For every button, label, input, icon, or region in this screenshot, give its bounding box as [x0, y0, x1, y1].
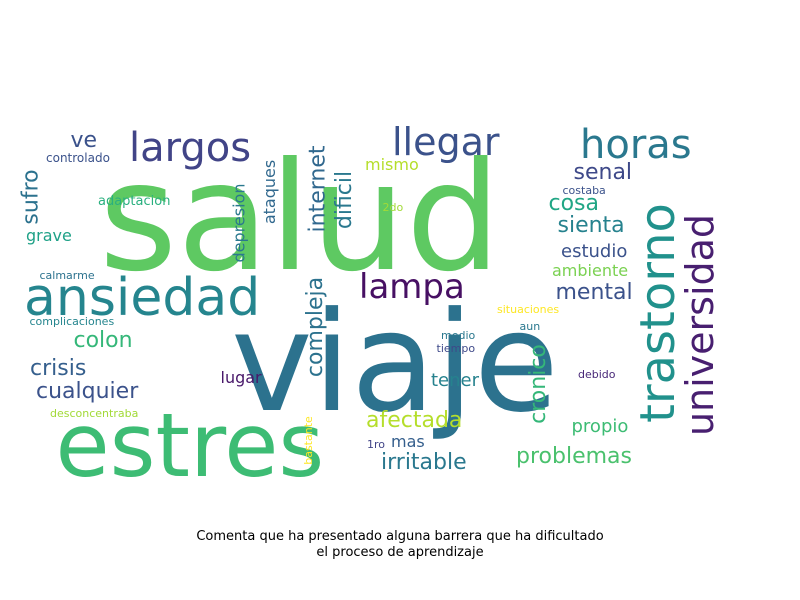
word-situaciones: situaciones: [497, 302, 560, 316]
word-estres: estres: [55, 394, 325, 497]
word-sienta: sienta: [557, 213, 625, 238]
word-adaptacion: adaptacion: [98, 193, 171, 209]
word-calmarme: calmarme: [39, 268, 95, 282]
word-propio: propio: [571, 416, 629, 437]
word-sufro: sufro: [18, 169, 44, 225]
word-depresion: depresion: [228, 183, 248, 263]
word-ataques: ataques: [260, 159, 280, 225]
word-crisis: crisis: [30, 356, 87, 381]
word-grave: grave: [26, 226, 72, 245]
word-largos: largos: [129, 125, 252, 171]
word-salud: salud: [99, 131, 502, 305]
word-mas: mas: [391, 432, 425, 451]
caption-line-2: el proceso de aprendizaje: [316, 545, 484, 560]
word-desconcentraba: desconcentraba: [50, 406, 139, 420]
word-estudio: estudio: [561, 241, 628, 262]
word-tiempo: tiempo: [436, 341, 476, 355]
word-2do: 2do: [382, 200, 404, 214]
word-tener: tener: [431, 370, 480, 391]
word-lugar: lugar: [220, 368, 262, 387]
word-universidad: universidad: [678, 213, 723, 437]
figure-caption: Comenta que ha presentado alguna barrera…: [0, 529, 800, 561]
word-compleja: compleja: [303, 276, 329, 378]
word-complicaciones: complicaciones: [29, 314, 115, 328]
word-llegar: llegar: [392, 120, 500, 164]
word-cosa: cosa: [548, 191, 600, 216]
word-costaba: costaba: [562, 183, 606, 197]
word-irritable: irritable: [381, 450, 467, 475]
word-ansiedad: ansiedad: [24, 268, 261, 328]
word-ambiente: ambiente: [552, 261, 629, 280]
word-ve: ve: [70, 128, 98, 153]
word-horas: horas: [580, 122, 692, 168]
word-afectada: afectada: [366, 408, 463, 433]
word-senal: senal: [573, 160, 633, 185]
word-colon: colon: [73, 328, 133, 353]
word-bastante: bastante: [301, 415, 315, 465]
word-dificil: dificil: [332, 170, 358, 230]
word-mental: mental: [555, 280, 633, 305]
word-debido: debido: [578, 367, 616, 381]
caption-line-1: Comenta que ha presentado alguna barrera…: [196, 529, 604, 544]
word-mismo: mismo: [365, 155, 419, 174]
word-1ro: 1ro: [367, 437, 386, 451]
word-cualquier: cualquier: [36, 379, 139, 404]
word-problemas: problemas: [516, 444, 632, 469]
word-medio: medio: [441, 328, 476, 342]
word-aun: aun: [519, 319, 541, 333]
word-lampa: lampa: [359, 267, 465, 307]
word-cronico: cronico: [525, 344, 551, 424]
word-trastorno: trastorno: [629, 203, 686, 423]
word-viaje: viaje: [231, 282, 559, 443]
word-controlado: controlado: [46, 151, 110, 165]
word-internet: internet: [304, 145, 330, 233]
